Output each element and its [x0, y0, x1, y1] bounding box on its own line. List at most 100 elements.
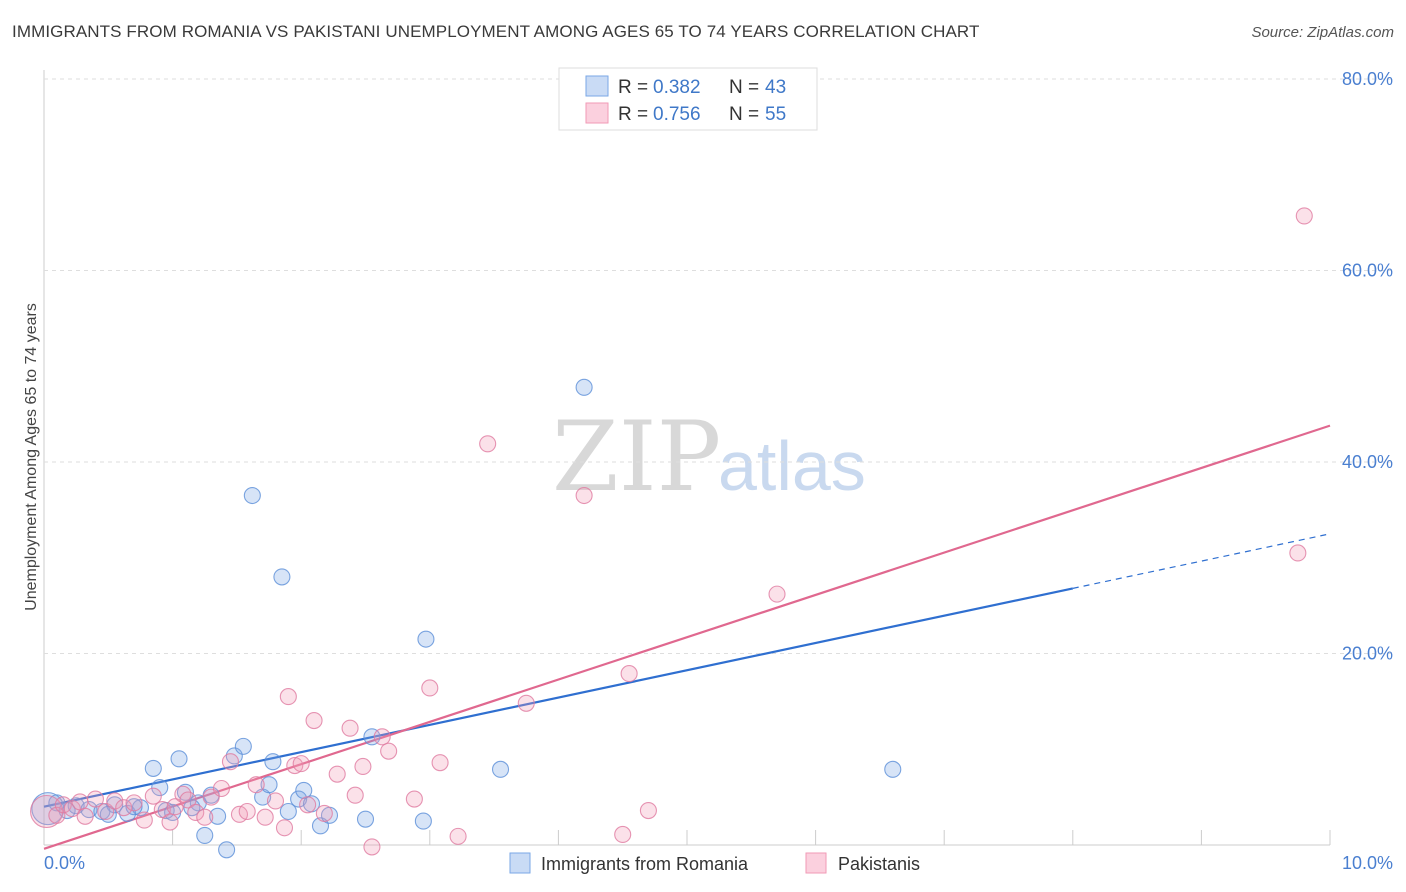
data-point-pakistanis-49: [614, 825, 632, 844]
data-point-romania-15: [196, 826, 214, 844]
data-point-pakistanis-53: [1289, 544, 1307, 562]
data-point-pakistanis-26: [256, 808, 274, 826]
data-point-pakistanis-32: [299, 796, 317, 814]
data-point-romania-37: [575, 378, 593, 396]
data-point-pakistanis-24: [238, 802, 256, 821]
data-point-pakistanis-40: [373, 728, 391, 746]
y-tick-label-60: 60.0%: [1342, 261, 1393, 281]
data-point-pakistanis-39: [363, 838, 381, 856]
trend-line-romania: [43, 587, 1074, 808]
data-point-romania-10: [151, 778, 169, 797]
y-tick-label-80: 80.0%: [1342, 69, 1393, 89]
data-point-pakistanis-54: [1295, 207, 1313, 225]
data-point-romania-32: [356, 810, 375, 828]
data-point-romania-9: [144, 759, 162, 777]
x-tick-label-min: 0.0%: [44, 853, 85, 873]
data-point-romania-18: [218, 841, 236, 859]
data-point-pakistanis-30: [286, 756, 304, 775]
bottom-legend-swatch-romania: [509, 852, 531, 874]
data-point-pakistanis-47: [517, 694, 535, 712]
legend-swatch-pakistanis: [585, 102, 609, 124]
data-point-pakistanis-4: [71, 793, 89, 811]
y-axis-label: Unemployment Among Ages 65 to 74 years: [23, 303, 40, 611]
data-point-pakistanis-14: [161, 813, 179, 831]
legend-n-value-romania: 43: [765, 77, 786, 98]
legend-r-value-romania: 0.382: [653, 77, 701, 98]
bottom-legend-label-pakistanis: Pakistanis: [838, 854, 920, 874]
data-point-pakistanis-12: [144, 787, 162, 805]
data-point-pakistanis-45: [449, 827, 467, 845]
bottom-legend-label-romania: Immigrants from Romania: [541, 854, 749, 874]
data-point-pakistanis-22: [221, 753, 240, 771]
data-point-pakistanis-10: [125, 794, 143, 812]
data-point-pakistanis-41: [380, 742, 398, 760]
legend-n-value-pakistanis: 55: [765, 104, 786, 125]
data-point-pakistanis-2: [54, 796, 72, 814]
legend-r-label-pakistanis: R =: [618, 104, 648, 125]
data-point-romania-35: [417, 630, 435, 648]
data-point-romania-38: [884, 760, 902, 778]
data-point-pakistanis-5: [76, 807, 94, 825]
legend-r-value-pakistanis: 0.756: [653, 104, 701, 125]
data-point-pakistanis-18: [187, 803, 205, 821]
data-point-pakistanis-6: [86, 790, 104, 808]
legend-n-label-pakistanis: N =: [729, 104, 759, 125]
data-point-romania-12: [170, 750, 188, 768]
watermark-atlas: atlas: [718, 427, 866, 505]
data-point-pakistanis-48: [575, 486, 593, 505]
x-tick-label-max: 10.0%: [1342, 853, 1393, 873]
data-point-pakistanis-11: [135, 811, 153, 829]
data-point-romania-21: [243, 486, 261, 505]
y-tick-label-40: 40.0%: [1342, 452, 1393, 472]
data-point-pakistanis-50: [620, 665, 638, 683]
data-point-romania-33: [363, 728, 381, 746]
data-point-pakistanis-29: [279, 688, 297, 706]
data-point-romania-34: [414, 812, 432, 830]
trend-line-pakistanis: [43, 424, 1331, 850]
data-point-pakistanis-34: [315, 804, 333, 822]
data-point-pakistanis-31: [292, 755, 310, 773]
data-point-romania-27: [290, 790, 308, 808]
watermark-zip: ZIP: [552, 401, 721, 513]
data-point-pakistanis-13: [153, 801, 171, 819]
data-point-romania-28: [295, 781, 313, 799]
data-point-pakistanis-42: [405, 790, 423, 808]
data-point-pakistanis-17: [179, 791, 197, 809]
data-point-pakistanis-33: [305, 711, 323, 730]
bottom-legend: Immigrants from Romania Pakistanis: [509, 852, 920, 874]
data-point-pakistanis-36: [341, 719, 359, 737]
data-point-pakistanis-25: [247, 776, 265, 794]
data-point-romania-36: [491, 760, 510, 778]
chart-title: IMMIGRANTS FROM ROMANIA VS PAKISTANI UNE…: [12, 22, 980, 41]
y-tick-label-20: 20.0%: [1342, 644, 1393, 664]
legend-n-label-romania: N =: [729, 77, 759, 98]
data-point-romania-24: [264, 753, 282, 771]
data-point-pakistanis-43: [421, 679, 439, 697]
data-point-pakistanis-0: [30, 794, 64, 829]
data-point-pakistanis-9: [115, 799, 133, 817]
data-point-pakistanis-27: [266, 792, 285, 810]
data-point-pakistanis-44: [431, 754, 449, 772]
data-point-pakistanis-21: [212, 779, 231, 798]
data-point-pakistanis-19: [196, 808, 214, 826]
data-point-romania-23: [260, 776, 278, 794]
data-point-pakistanis-1: [48, 806, 66, 824]
source-label: Source: ZipAtlas.com: [1251, 24, 1394, 41]
trend-extension-romania: [1072, 533, 1331, 589]
data-point-pakistanis-8: [106, 792, 124, 810]
data-point-romania-20: [234, 737, 252, 755]
legend-swatch-romania: [585, 75, 609, 97]
legend: R = 0.382 N = 43 R = 0.756 N = 55: [558, 67, 818, 131]
legend-r-label-romania: R =: [618, 77, 648, 98]
data-point-pakistanis-37: [346, 786, 364, 804]
bottom-legend-swatch-pakistanis: [805, 852, 827, 874]
data-point-romania-17: [209, 807, 227, 825]
data-point-romania-25: [273, 568, 291, 586]
data-point-pakistanis-38: [354, 757, 372, 776]
data-point-pakistanis-52: [768, 585, 786, 603]
data-point-pakistanis-35: [328, 765, 346, 783]
data-point-romania-26: [279, 802, 297, 821]
data-point-pakistanis-28: [275, 819, 294, 837]
data-point-pakistanis-51: [639, 801, 657, 820]
